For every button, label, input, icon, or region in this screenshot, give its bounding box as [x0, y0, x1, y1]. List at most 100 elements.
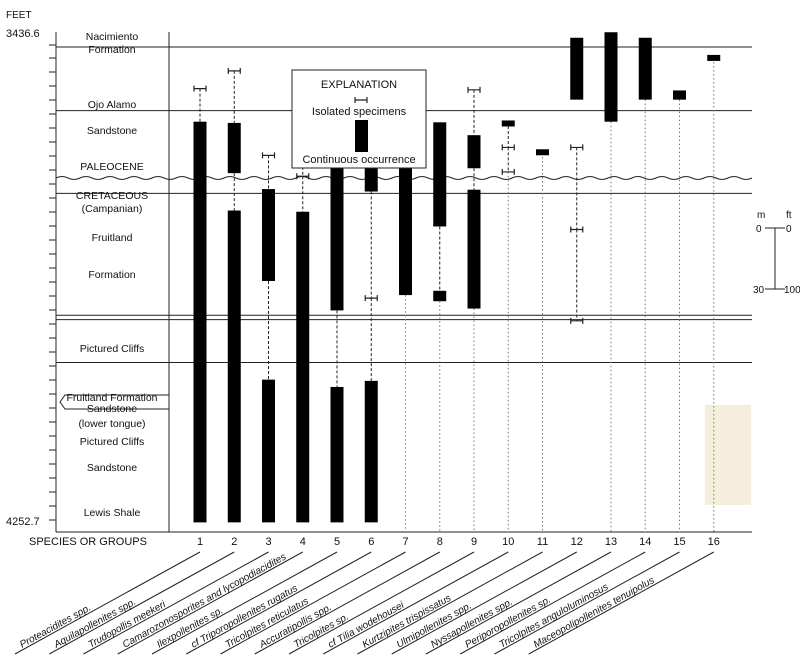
species-number: 11: [537, 536, 548, 548]
formation-label: Pictured Cliffs: [80, 343, 145, 355]
species-range-bar: [467, 135, 481, 169]
species-range-bar: [467, 189, 481, 309]
species-number: 6: [368, 536, 374, 548]
species-range-bar: [570, 37, 584, 100]
scale-m-label: m: [757, 210, 765, 221]
species-name-guide: [323, 551, 509, 655]
species-number: 3: [265, 536, 271, 548]
species-name-guide: [357, 551, 543, 655]
species-range-bar: [262, 379, 275, 523]
species-number: 10: [502, 536, 514, 548]
formation-label: CRETACEOUS: [76, 190, 148, 202]
species-number: 5: [334, 536, 340, 548]
species-name-guide: [14, 551, 201, 655]
species-number: 16: [708, 536, 720, 548]
formation-label: Sandstone: [87, 403, 137, 415]
formation-label: Formation: [88, 44, 135, 56]
species-number: 7: [402, 536, 408, 548]
legend-continuous-symbol: [355, 120, 368, 152]
species-number: 14: [639, 536, 651, 548]
legend-title: EXPLANATION: [321, 79, 397, 91]
highlight-box: [705, 405, 751, 505]
species-range-bar: [501, 120, 515, 127]
species-number: 1: [197, 536, 203, 548]
y-tick-bottom: 4252.7: [6, 516, 40, 528]
species-name-guide: [117, 551, 303, 655]
species-isolated-specimen: [570, 144, 584, 151]
species-range-bar: [433, 290, 447, 302]
species-isolated-specimen: [193, 85, 207, 92]
species-range-bar: [227, 122, 241, 174]
species-number: 13: [605, 536, 617, 548]
species-range-bar: [536, 149, 549, 156]
species-name-guide: [528, 551, 714, 655]
lower-tongue-bracket: [59, 394, 169, 410]
formation-label: Nacimiento: [86, 31, 139, 43]
formation-label: Pictured Cliffs: [80, 436, 145, 448]
formation-label: (lower tongue): [78, 418, 145, 430]
species-numbers: 1 2 3 4 5 6 7 8 9 10 11 12 13 14 15 16: [197, 536, 720, 548]
species-range-bar: [638, 37, 652, 100]
scale-ft-bottom: 100: [784, 285, 800, 296]
formation-label: Formation: [88, 269, 135, 281]
formation-boundaries: [56, 46, 752, 363]
species-name-guide: [494, 551, 680, 655]
scale-ft-top: 0: [786, 224, 792, 235]
species-name-guide: [220, 551, 406, 655]
species-names: Proteacidites spp.Aquilapollenites spp.T…: [14, 551, 714, 655]
species-number: 8: [437, 536, 443, 548]
scale-m-bottom: 30: [753, 285, 765, 296]
y-tick-top: 3436.6: [6, 28, 40, 40]
legend-isolated-label: Isolated specimens: [312, 106, 407, 118]
species-name-guide: [254, 551, 440, 655]
species-range-bar: [604, 32, 618, 122]
species-isolated-specimen: [501, 144, 515, 151]
species-ranges: [193, 32, 721, 532]
legend-continuous-label: Continuous occurrence: [302, 154, 415, 166]
species-isolated-specimen: [467, 86, 481, 93]
species-isolated-specimen: [364, 295, 378, 302]
explanation-legend: EXPLANATION Isolated specimens Continuou…: [291, 69, 427, 169]
species-name-guide: [460, 551, 646, 655]
scale-bar: m ft 0 0 30 100: [753, 210, 800, 296]
species-isolated-specimen: [501, 168, 515, 175]
species-name-guide: [288, 551, 475, 655]
formation-label: Sandstone: [87, 462, 137, 474]
species-name-guide: [151, 551, 338, 655]
species-range-bar: [673, 90, 686, 100]
species-number: 12: [571, 536, 583, 548]
species-isolated-specimen: [227, 67, 241, 74]
species-isolated-specimen: [570, 317, 584, 324]
species-range-bar: [707, 54, 721, 61]
formation-label: Fruitland: [92, 232, 133, 244]
y-axis-label: FEET: [6, 10, 32, 21]
species-isolated-specimen: [570, 226, 584, 233]
species-range-bar: [262, 189, 275, 281]
species-name-guide: [49, 551, 235, 655]
species-number: 4: [300, 536, 306, 548]
y-ticks: [49, 44, 56, 521]
species-number: 9: [471, 536, 477, 548]
species-range-bar: [193, 121, 207, 523]
species-number: 15: [673, 536, 685, 548]
formation-label: (Campanian): [82, 203, 143, 215]
species-range-bar: [364, 380, 378, 523]
x-axis-label: SPECIES OR GROUPS: [29, 536, 147, 548]
species-range-bar: [296, 211, 310, 523]
species-name-guide: [186, 551, 372, 655]
formation-label: Lewis Shale: [84, 507, 141, 519]
scale-ft-label: ft: [786, 210, 792, 221]
scale-m-top: 0: [756, 224, 762, 235]
species-range-bar: [330, 121, 344, 311]
formation-label: Sandstone: [87, 125, 137, 137]
species-isolated-specimen: [261, 152, 276, 159]
species-name-guide: [425, 551, 612, 655]
species-name-guide: [83, 551, 269, 655]
formation-label: PALEOCENE: [80, 161, 143, 173]
species-isolated-specimen: [296, 173, 310, 180]
species-name-guide: [391, 551, 577, 655]
legend-isolated-symbol: [354, 97, 368, 103]
formation-label: Ojo Alamo: [88, 99, 137, 111]
